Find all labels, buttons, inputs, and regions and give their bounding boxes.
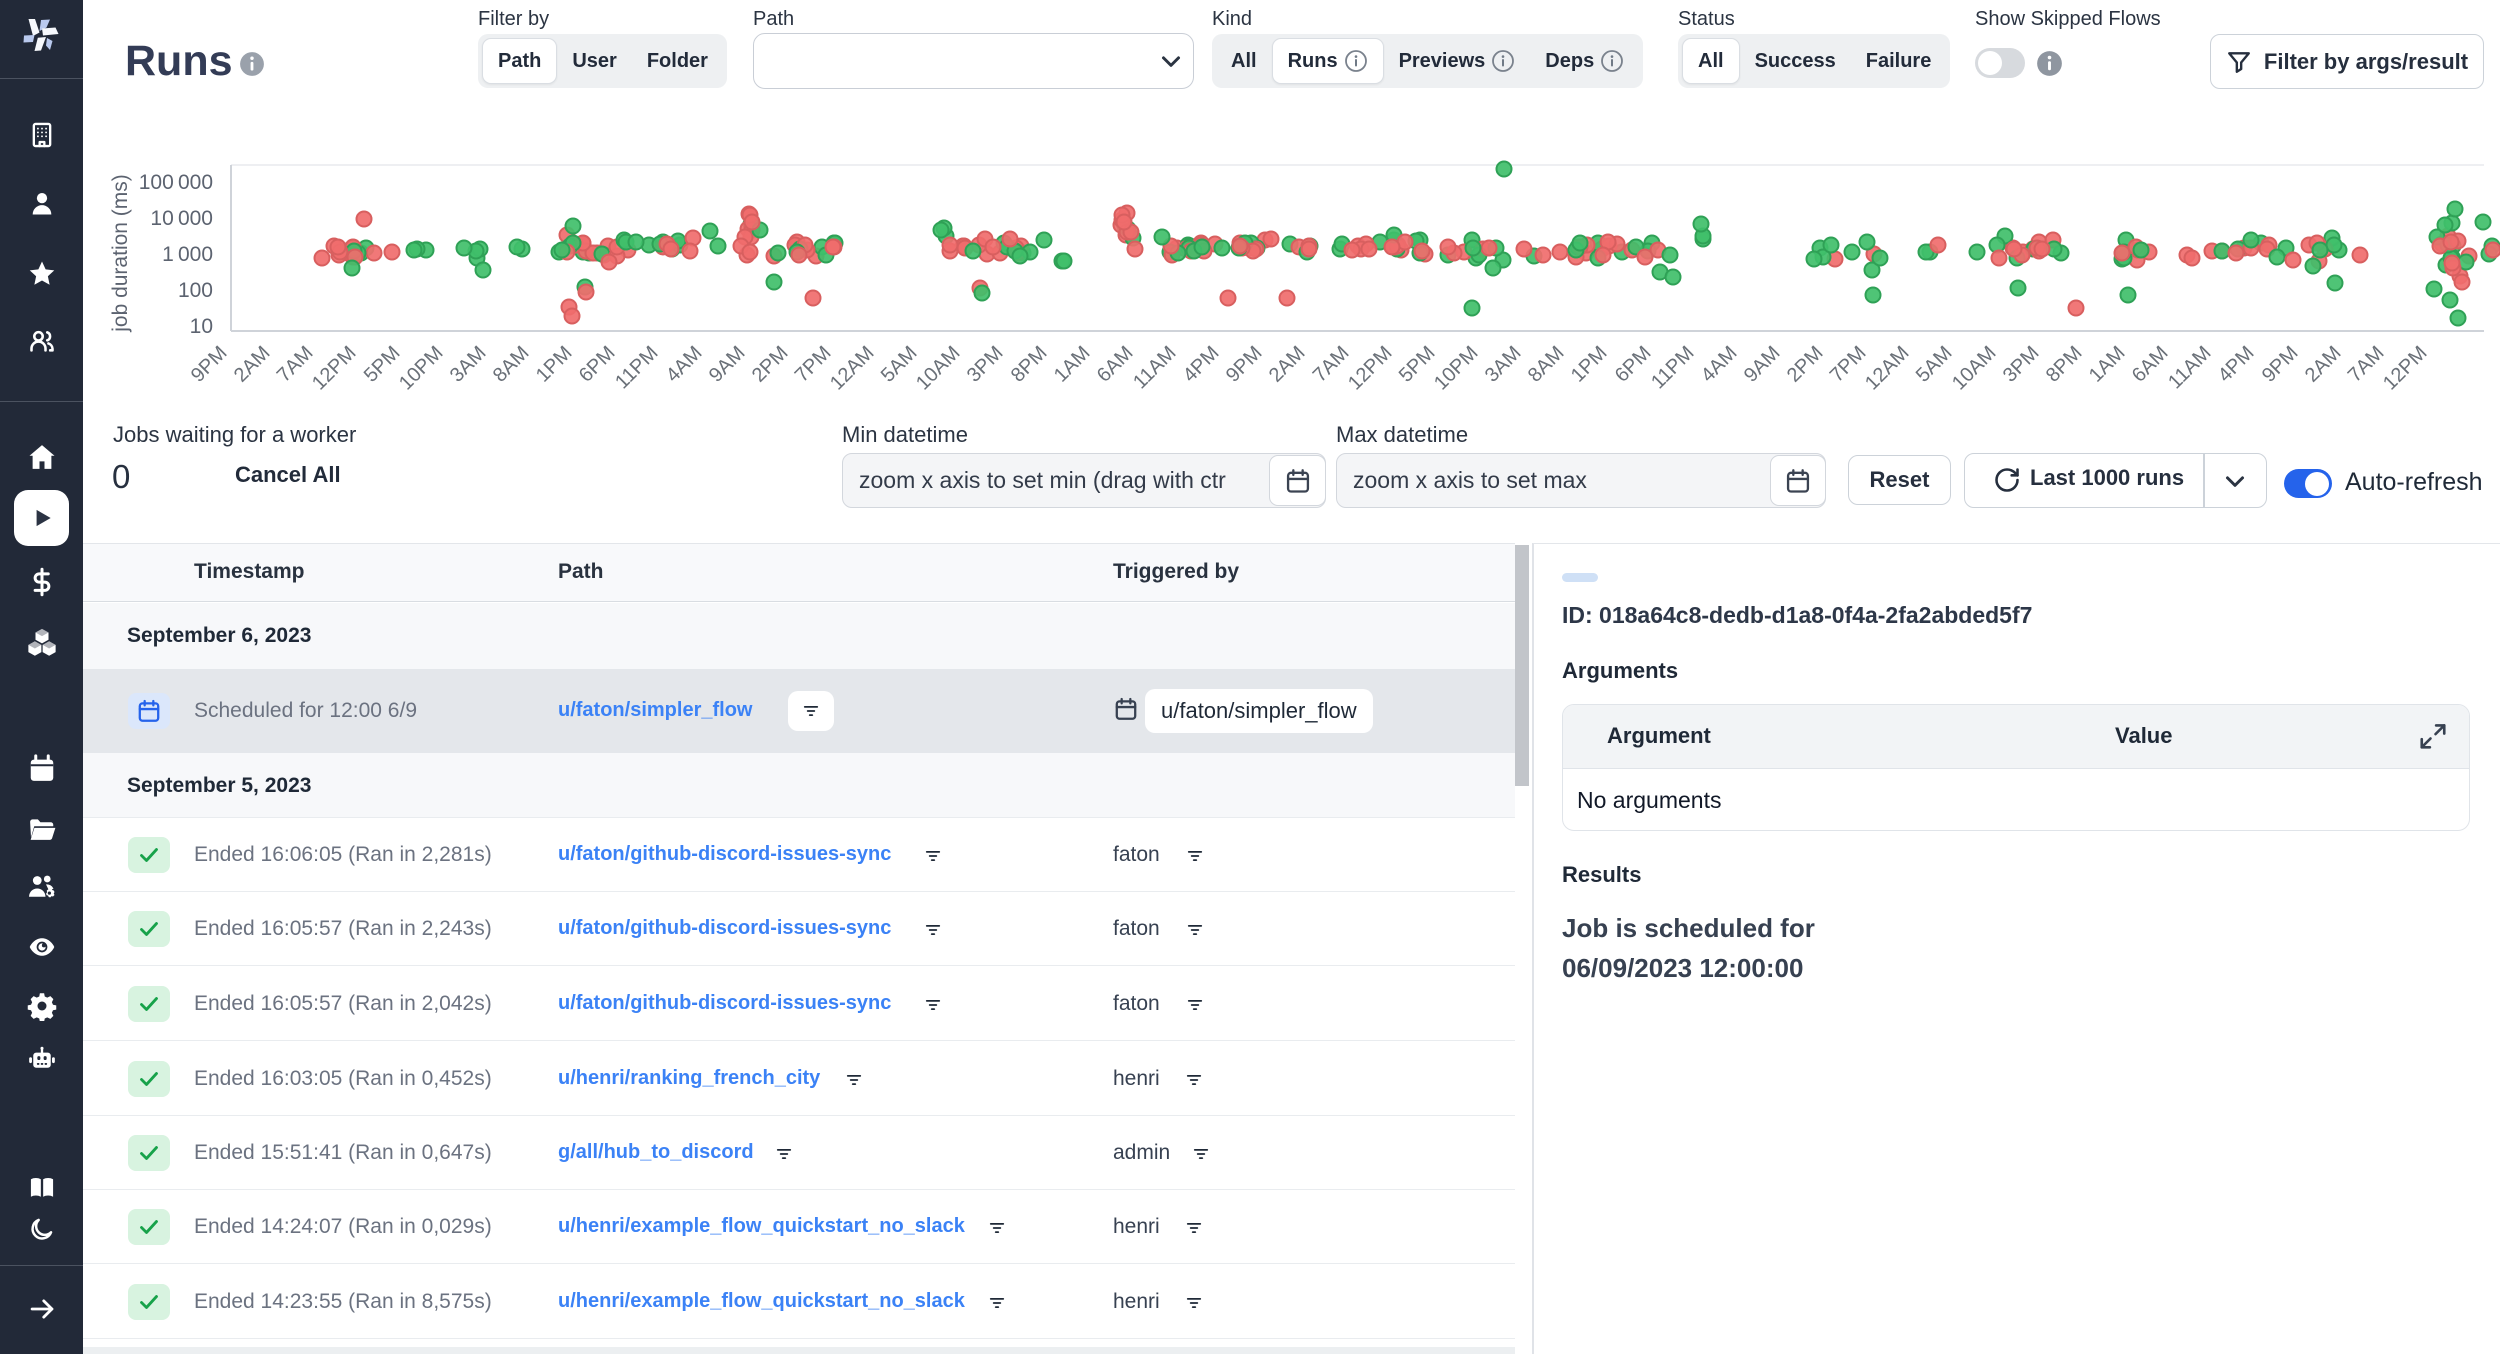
svg-text:2AM: 2AM <box>230 342 275 387</box>
svg-text:1PM: 1PM <box>1567 342 1612 387</box>
svg-text:10AM: 10AM <box>912 342 965 395</box>
svg-text:2AM: 2AM <box>1265 342 1310 387</box>
svg-text:12PM: 12PM <box>1344 342 1397 395</box>
svg-text:10PM: 10PM <box>1430 342 1483 395</box>
svg-text:3PM: 3PM <box>1999 342 2044 387</box>
svg-text:4PM: 4PM <box>2214 342 2259 387</box>
svg-text:3AM: 3AM <box>1481 342 1526 387</box>
svg-text:8PM: 8PM <box>1007 342 1052 387</box>
svg-text:1AM: 1AM <box>1050 342 1095 387</box>
svg-text:10 000: 10 000 <box>150 207 213 230</box>
svg-text:11PM: 11PM <box>611 342 662 393</box>
svg-text:1AM: 1AM <box>2085 342 2130 387</box>
svg-text:12PM: 12PM <box>308 342 361 395</box>
svg-text:100 000: 100 000 <box>139 171 213 194</box>
svg-text:4AM: 4AM <box>1697 342 1742 387</box>
svg-text:10PM: 10PM <box>395 342 448 395</box>
svg-text:9AM: 9AM <box>1740 342 1785 387</box>
svg-text:1PM: 1PM <box>532 342 577 387</box>
svg-text:9AM: 9AM <box>705 342 750 387</box>
svg-text:job duration (ms): job duration (ms) <box>109 174 132 333</box>
svg-text:2AM: 2AM <box>2301 342 2346 387</box>
svg-text:2PM: 2PM <box>748 342 793 387</box>
svg-text:1 000: 1 000 <box>162 243 213 266</box>
svg-text:8PM: 8PM <box>2042 342 2087 387</box>
svg-text:10: 10 <box>190 315 213 338</box>
svg-text:12AM: 12AM <box>826 342 879 395</box>
svg-text:4AM: 4AM <box>662 342 707 387</box>
svg-text:100: 100 <box>178 279 213 302</box>
svg-text:11AM: 11AM <box>2164 342 2215 393</box>
svg-text:4PM: 4PM <box>1179 342 1224 387</box>
svg-text:2PM: 2PM <box>1783 342 1828 387</box>
svg-text:11PM: 11PM <box>1647 342 1698 393</box>
svg-text:11AM: 11AM <box>1129 342 1180 393</box>
svg-text:9PM: 9PM <box>2258 342 2303 387</box>
svg-text:10AM: 10AM <box>1948 342 2001 395</box>
svg-text:8AM: 8AM <box>489 342 534 387</box>
svg-text:3PM: 3PM <box>963 342 1008 387</box>
svg-text:9PM: 9PM <box>187 342 232 387</box>
svg-text:3AM: 3AM <box>446 342 491 387</box>
svg-text:12AM: 12AM <box>1861 342 1914 395</box>
svg-text:8AM: 8AM <box>1524 342 1569 387</box>
svg-text:9PM: 9PM <box>1222 342 1267 387</box>
svg-text:12PM: 12PM <box>2379 342 2432 395</box>
